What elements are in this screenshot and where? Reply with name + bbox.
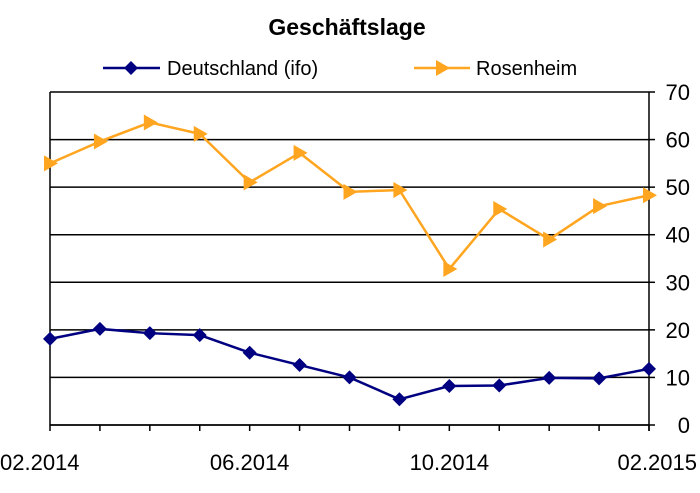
y-tick-label-0: 0 xyxy=(678,413,690,438)
data-point-rosenheim-11.2014 xyxy=(493,201,508,218)
legend-label-deutschland: Deutschland (ifo) xyxy=(167,58,318,80)
data-point-deutschland-12.2014 xyxy=(542,370,557,385)
series-line-deutschland xyxy=(49,327,650,401)
y-tick-label-70: 70 xyxy=(666,80,690,105)
data-point-deutschland-01.2015 xyxy=(592,371,607,386)
legend-item-rosenheim: Rosenheim xyxy=(414,58,577,80)
data-point-deutschland-03.2014 xyxy=(92,321,107,336)
data-point-rosenheim-08.2014 xyxy=(343,183,358,200)
data-point-rosenheim-07.2014 xyxy=(293,144,308,161)
plot-area: 0 10 20 30 40 50 60 70 02.2014 06.2014 10.2014 02.2… xyxy=(0,80,697,475)
data-point-rosenheim-09.2014 xyxy=(393,181,408,198)
data-point-deutschland-07.2014 xyxy=(292,358,307,373)
x-tick-label-06.2014: 06.2014 xyxy=(210,450,290,475)
legend-marker-deutschland xyxy=(124,61,138,75)
data-point-deutschland-11.2014 xyxy=(492,378,507,393)
x-tick-label-02.2014: 02.2014 xyxy=(0,450,80,475)
data-point-rosenheim-12.2014 xyxy=(543,231,558,248)
y-tick-label-50: 50 xyxy=(666,175,690,200)
x-tick-label-10.2014: 10.2014 xyxy=(410,450,490,475)
data-point-deutschland-06.2014 xyxy=(242,345,257,360)
data-point-deutschland-04.2014 xyxy=(142,326,157,341)
data-point-rosenheim-10.2014 xyxy=(443,260,458,277)
data-point-rosenheim-03.2014 xyxy=(93,133,108,150)
data-point-rosenheim-06.2014 xyxy=(243,174,258,191)
chart-title: Geschäftslage xyxy=(268,14,425,40)
y-tick-label-20: 20 xyxy=(666,318,690,343)
data-point-deutschland-09.2014 xyxy=(392,392,407,407)
data-point-deutschland-10.2014 xyxy=(442,378,457,393)
data-point-rosenheim-02.2014 xyxy=(44,155,58,172)
legend-marker-rosenheim xyxy=(436,60,450,76)
data-point-rosenheim-02.2015 xyxy=(643,187,657,204)
data-point-rosenheim-01.2015 xyxy=(593,198,608,215)
y-tick-label-60: 60 xyxy=(666,128,690,153)
data-point-rosenheim-05.2014 xyxy=(193,125,208,142)
legend-item-deutschland: Deutschland (ifo) xyxy=(103,58,318,80)
data-point-deutschland-05.2014 xyxy=(192,328,207,343)
y-tick-label-30: 30 xyxy=(666,270,690,295)
data-point-deutschland-08.2014 xyxy=(342,370,357,385)
y-tick-label-40: 40 xyxy=(666,223,690,248)
data-point-rosenheim-04.2014 xyxy=(143,114,158,131)
x-tick-label-02.2015: 02.2015 xyxy=(617,450,697,475)
legend: Deutschland (ifo) Rosenheim xyxy=(103,58,577,80)
legend-label-rosenheim: Rosenheim xyxy=(476,58,577,80)
data-point-deutschland-02.2014 xyxy=(43,331,57,346)
y-tick-label-10: 10 xyxy=(666,365,690,390)
data-point-deutschland-02.2015 xyxy=(642,361,656,376)
